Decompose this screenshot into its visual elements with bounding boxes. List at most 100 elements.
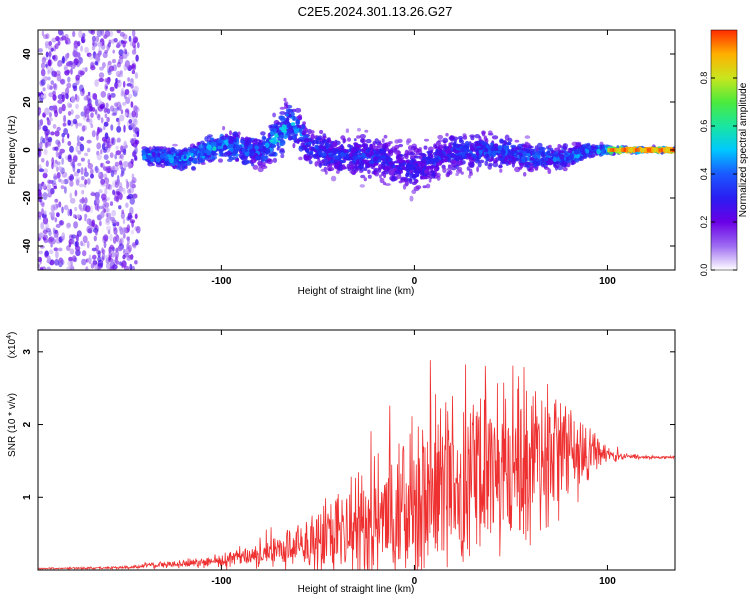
- spectrogram-x-tick-label: -100: [211, 276, 231, 287]
- spectrogram-noise-blob: [78, 30, 83, 38]
- spectrogram-noise-blob: [132, 193, 138, 199]
- spectrogram-noise-blob: [135, 239, 139, 246]
- spectrogram-signal-blob: [314, 144, 319, 150]
- spectrogram-signal-blob: [234, 158, 240, 162]
- spectrogram-signal-blob: [478, 140, 484, 144]
- spectrogram-signal-blob: [491, 135, 499, 140]
- spectrogram-tone-segment: [637, 148, 640, 152]
- spectrogram-signal-blob: [550, 160, 554, 165]
- spectrogram-signal-blob: [523, 164, 529, 168]
- spectrogram-signal-blob: [244, 151, 250, 157]
- spectrogram-noise-blob: [43, 226, 49, 231]
- spectrogram-noise-blob: [117, 119, 121, 127]
- spectrogram-noise-blob: [87, 257, 93, 263]
- spectrogram-signal-blob: [405, 172, 410, 178]
- spectrogram-noise-blob: [68, 175, 72, 181]
- spectrogram-signal-blob: [292, 115, 296, 121]
- spectrogram-tone-segment: [635, 148, 638, 152]
- spectrogram-noise-blob: [63, 115, 67, 123]
- spectrogram-signal-blob: [488, 130, 493, 135]
- spectrogram-noise-blob: [116, 236, 122, 244]
- spectrogram-noise-blob: [38, 168, 45, 173]
- spectrogram-signal-blob: [325, 149, 329, 153]
- spectrogram-noise-blob: [84, 152, 89, 157]
- spectrogram-noise-blob: [38, 147, 41, 155]
- spectrogram-noise-blob: [52, 104, 58, 111]
- spectrogram-signal-blob: [562, 143, 569, 149]
- spectrogram-signal-blob: [273, 125, 279, 129]
- spectrogram-noise-blob: [87, 91, 91, 96]
- spectrogram-signal-blob: [147, 160, 151, 165]
- spectrogram-tone-segment: [623, 148, 626, 152]
- spectrogram-noise-blob: [75, 74, 80, 81]
- spectrogram-noise-blob: [104, 78, 108, 83]
- spectrogram-signal-blob: [558, 150, 565, 154]
- spectrogram-noise-blob: [112, 236, 117, 244]
- spectrogram-signal-blob: [435, 157, 440, 163]
- spectrogram-noise-blob: [83, 113, 86, 121]
- spectrogram-noise-blob: [94, 79, 99, 87]
- spectrogram-signal-blob: [343, 138, 347, 143]
- spectrogram-noise-blob: [109, 152, 114, 159]
- spectrogram-noise-blob: [105, 85, 108, 90]
- spectrogram-noise-blob: [135, 106, 140, 113]
- spectrogram-signal-blob: [271, 144, 277, 148]
- spectrogram-tone-segment: [667, 148, 670, 152]
- spectrogram-signal-blob: [375, 153, 379, 158]
- spectrogram-noise-blob: [114, 250, 120, 258]
- spectrogram-signal-blob: [396, 173, 402, 179]
- spectrogram-signal-blob: [275, 127, 279, 134]
- spectrogram-noise-blob: [51, 157, 55, 165]
- spectrogram-signal-blob: [490, 142, 494, 146]
- spectrogram-signal-blob: [414, 155, 421, 159]
- colorbar-tick-label: 0.6: [699, 120, 709, 133]
- spectrogram-noise-blob: [69, 264, 74, 270]
- spectrogram-signal-blob: [392, 165, 397, 168]
- spectrogram-noise-blob: [110, 258, 115, 265]
- spectrogram-x-tick-label: 100: [599, 276, 616, 287]
- spectrogram-noise-blob: [38, 232, 44, 239]
- spectrogram-noise-blob: [38, 107, 42, 115]
- spectrogram-noise-blob: [61, 35, 67, 41]
- spectrogram-signal-blob: [204, 136, 209, 142]
- spectrogram-signal-blob: [217, 139, 224, 144]
- spectrogram-signal-blob: [242, 159, 248, 166]
- spectrogram-signal-blob: [144, 147, 150, 154]
- spectrogram-noise-blob: [38, 256, 42, 263]
- spectrogram-signal-blob: [408, 178, 413, 184]
- spectrogram-noise-blob: [85, 205, 91, 213]
- spectrogram-noise-blob: [97, 250, 101, 258]
- spectrogram-signal-blob: [548, 144, 552, 149]
- spectrogram-noise-blob: [90, 173, 94, 179]
- spectrogram-noise-blob: [118, 192, 123, 201]
- spectrogram-signal-blob: [249, 150, 254, 156]
- spectrogram-signal-blob: [339, 151, 345, 158]
- spectrogram-signal-blob: [374, 156, 379, 161]
- spectrogram-noise-blob: [107, 60, 112, 66]
- spectrogram-signal-blob: [480, 145, 484, 151]
- spectrogram-noise-blob: [116, 221, 120, 227]
- spectrogram-noise-blob: [42, 87, 46, 92]
- spectrogram-signal-blob: [358, 164, 364, 169]
- spectrogram-signal-blob: [445, 132, 449, 137]
- spectrogram-signal-blob: [374, 150, 380, 155]
- spectrogram-tone-segment: [651, 148, 654, 152]
- spectrogram-signal-blob: [345, 128, 350, 133]
- spectrogram-noise-blob: [80, 240, 83, 246]
- spectrogram-signal-blob: [350, 147, 357, 153]
- spectrogram-noise-blob: [120, 145, 124, 153]
- spectrogram-noise-blob: [119, 160, 123, 166]
- spectrogram-signal-blob: [345, 153, 350, 159]
- spectrogram-noise-blob: [65, 87, 70, 95]
- spectrogram-signal-blob: [288, 130, 296, 135]
- spectrogram-noise-blob: [111, 219, 117, 224]
- spectrogram-signal-blob: [264, 155, 269, 160]
- spectrogram-noise-blob: [54, 146, 59, 151]
- spectrogram-noise-blob: [48, 92, 54, 98]
- spectrogram-noise-blob: [106, 142, 110, 148]
- spectrogram-noise-blob: [103, 208, 107, 213]
- spectrogram-noise-blob: [67, 208, 70, 217]
- spectrogram-noise-blob: [130, 158, 134, 164]
- spectrogram-signal-blob: [367, 174, 372, 179]
- spectrogram-signal-blob: [359, 138, 365, 143]
